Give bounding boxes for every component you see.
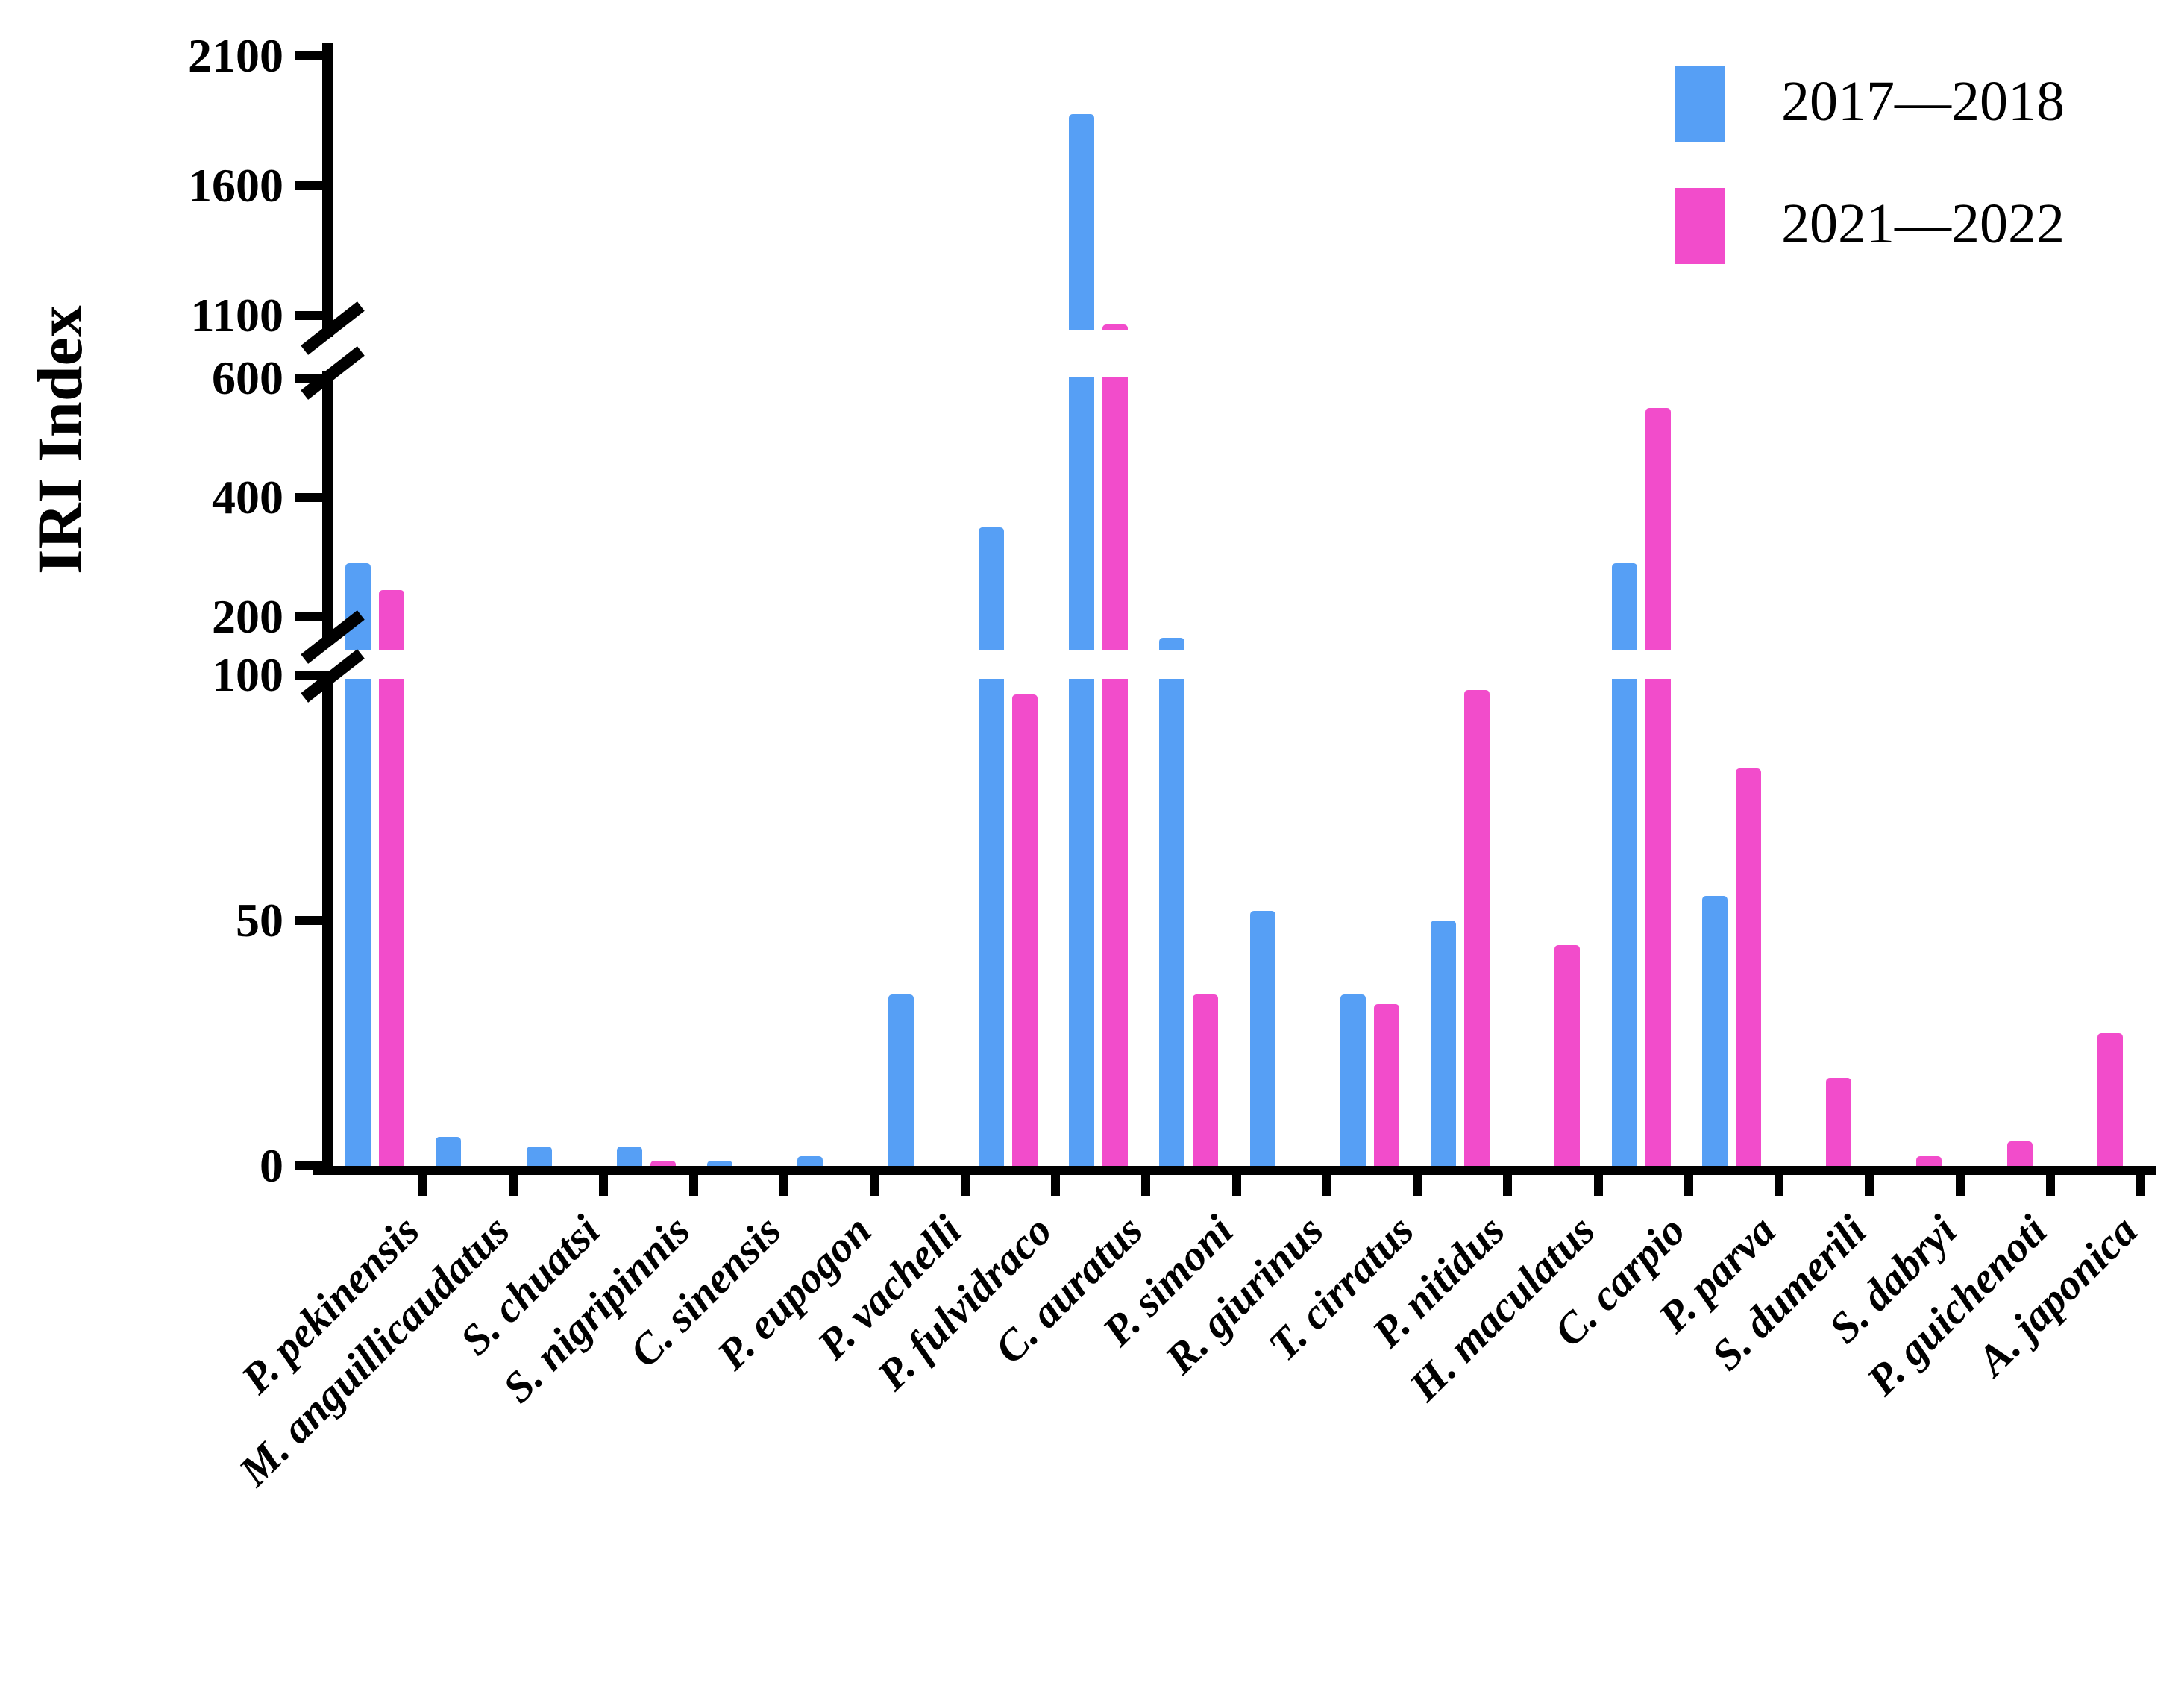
bar-2017—2018-P. eupogon [797,1155,823,1166]
bar-2017—2018-S. chuatsi [526,1146,552,1166]
bar-2021—2022-A. japonica [2097,1033,2123,1166]
y-tick [295,311,324,320]
x-tick [2136,1175,2145,1196]
bar-2017—2018-C. auratus [1069,114,1094,1166]
y-tick-label: 50 [236,894,283,947]
legend-label: 2021—2022 [1781,192,2065,255]
bar-2021—2022-S. nigripinnis [650,1161,676,1166]
x-tick [1231,1175,1241,1196]
y-tick [295,1161,324,1170]
bar-2017—2018-S. nigripinnis [616,1146,642,1166]
y-tick [295,493,324,502]
bar-2021—2022-C. carpio [1645,408,1671,1166]
x-tick [779,1175,789,1196]
bar-2021—2022-P. simoni [1193,994,1219,1166]
bar-2021—2022-H. maculatus [1554,944,1581,1166]
y-tick-label: 0 [260,1139,283,1192]
x-tick [598,1175,608,1196]
y-tick-label: 600 [212,351,283,404]
x-tick [689,1175,698,1196]
bar-2017—2018-P. nitidus [1431,921,1456,1166]
upper-break-band [337,330,2156,377]
bar-2021—2022-P. guichenoti [2006,1141,2033,1166]
y-tick-label: 100 [212,648,283,701]
x-tick [2045,1175,2055,1196]
bar-2021—2022-P. parva [1735,768,1761,1166]
bar-2017—2018-P. parva [1701,896,1728,1166]
bar-2017—2018-T. cirratus [1340,994,1366,1166]
bar-2017—2018-M. anguillicaudatus [436,1136,462,1166]
x-tick [508,1175,518,1196]
x-tick [1593,1175,1603,1196]
bar-2017—2018-C. sinensis [707,1161,732,1166]
y-tick-label: 1100 [190,289,283,342]
y-tick [295,671,324,680]
bar-2017—2018-P. fulvidraco [978,527,1004,1166]
bar-2021—2022-P. nitidus [1464,689,1490,1166]
y-tick-label: 1600 [188,159,283,212]
legend-swatch [1675,188,1725,264]
x-tick [870,1175,879,1196]
y-tick-label: 200 [212,590,283,643]
bar-2017—2018-R. giurinus [1249,910,1275,1166]
y-axis-title: IRI Index [24,305,95,574]
x-tick [1322,1175,1331,1196]
bar-2021—2022-S. dabryi [1916,1155,1942,1166]
x-tick [1051,1175,1060,1196]
bar-2021—2022-S. dumerili [1826,1077,1851,1166]
x-axis-line [313,1166,2156,1175]
bar-2017—2018-P. vachelli [888,994,914,1166]
x-tick [418,1175,427,1196]
bar-2021—2022-P. fulvidraco [1011,694,1038,1166]
bar-2021—2022-C. auratus [1102,324,1128,1166]
y-tick-label: 400 [212,471,283,524]
bar-2021—2022-T. cirratus [1373,1003,1399,1166]
x-tick [1955,1175,1965,1196]
x-tick [1865,1175,1874,1196]
y-tick [295,181,324,190]
legend-label: 2017—2018 [1781,70,2065,133]
x-tick [1775,1175,1783,1196]
bar-2021—2022-P. pekinensis [379,590,404,1166]
legend-swatch [1675,66,1725,142]
lower-break-band [337,650,2156,679]
x-tick [1503,1175,1513,1196]
y-tick-label: 2100 [188,29,283,82]
bar-2017—2018-P. simoni [1159,638,1185,1166]
y-tick [295,51,324,60]
y-tick [295,612,324,621]
y-axis-line [322,43,333,1175]
x-tick [1413,1175,1422,1196]
x-tick [960,1175,970,1196]
y-tick [295,916,324,925]
x-tick [1141,1175,1151,1196]
x-tick [1684,1175,1693,1196]
